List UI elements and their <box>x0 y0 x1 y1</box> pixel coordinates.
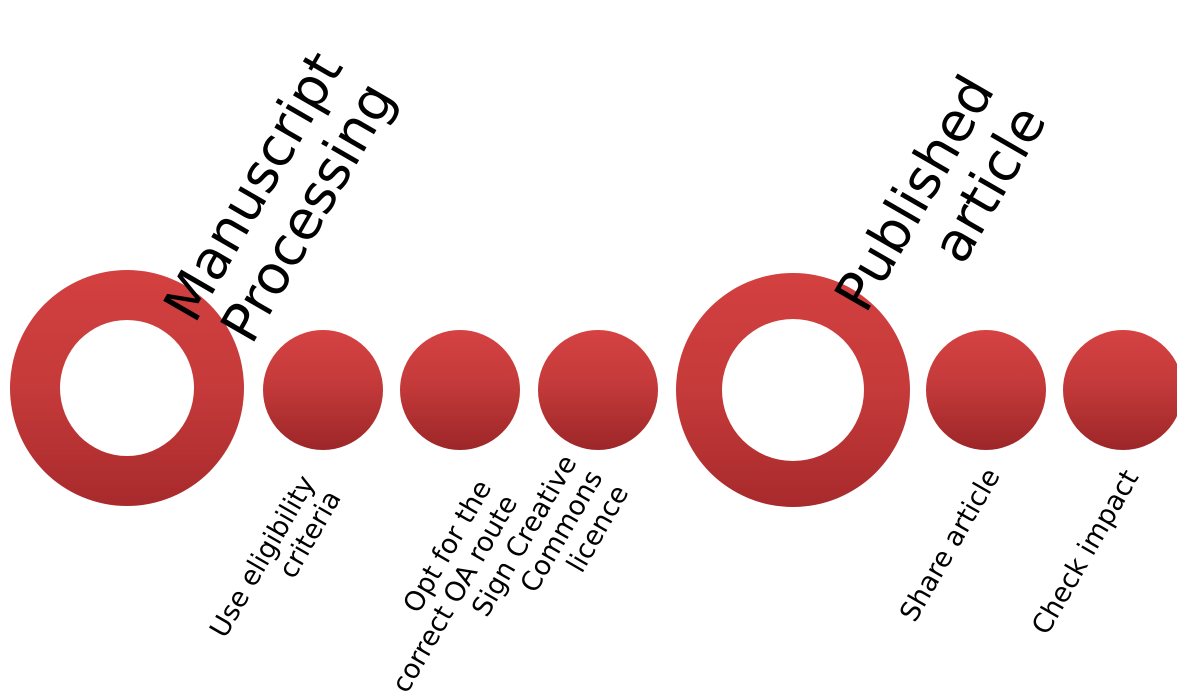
step-label-impact: Check impact <box>1026 464 1146 640</box>
milestone-ring-hole <box>60 320 194 456</box>
milestone-ring-published <box>676 273 910 507</box>
step-label-line: Check impact <box>1026 464 1146 640</box>
step-label-eligibility: Use eligibility criteria <box>204 470 348 658</box>
milestone-label-manuscript: Manuscript Processing <box>151 41 407 361</box>
step-dot-oa-route <box>400 330 520 450</box>
step-label-share: Share article <box>894 463 1007 627</box>
step-dot-creative-commons <box>538 330 658 450</box>
timeline-diagram: Manuscript Processing Published article … <box>10 41 1177 698</box>
step-dot-eligibility <box>263 330 383 450</box>
step-dot-share <box>926 330 1046 450</box>
step-dot-impact <box>1063 330 1177 450</box>
step-label-line: Share article <box>894 463 1007 627</box>
milestone-label-published: Published article <box>822 65 1059 351</box>
milestone-ring-manuscript <box>10 270 244 506</box>
milestone-ring-hole <box>722 319 864 461</box>
